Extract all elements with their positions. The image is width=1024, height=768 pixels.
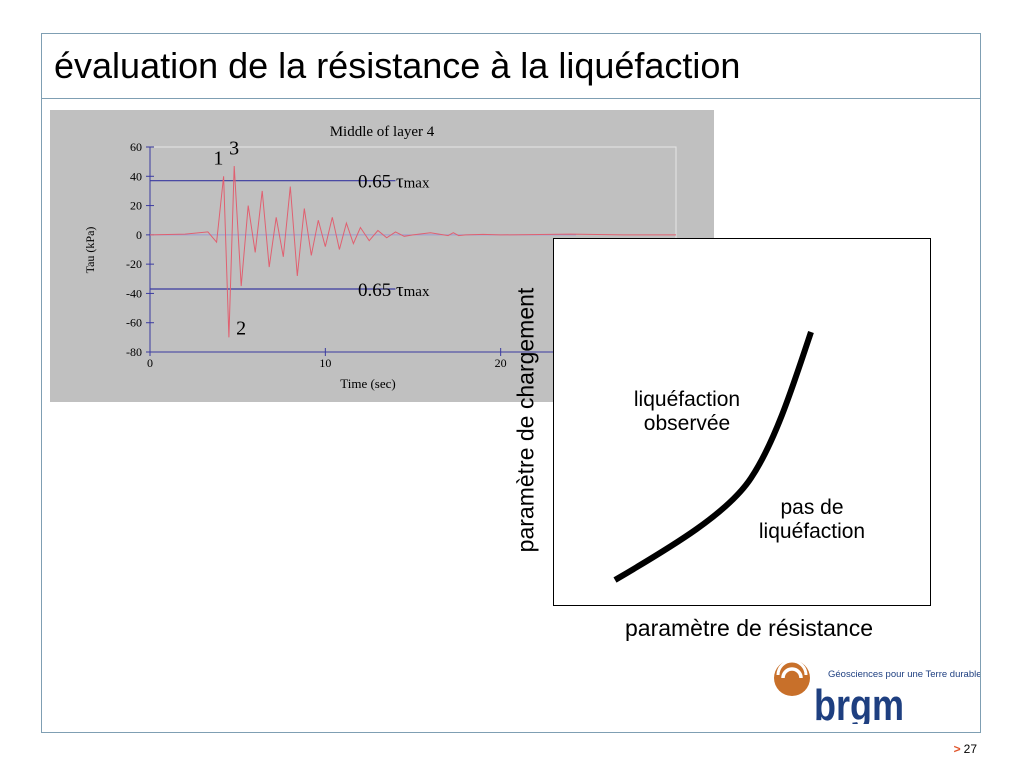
y-tick-label: -40	[126, 286, 142, 300]
y-tick-label: -80	[126, 345, 142, 359]
y-tick-label: 0	[136, 228, 142, 242]
region-no-liquefaction-line2: liquéfaction	[758, 520, 866, 543]
diagram-y-axis-label-text: paramètre de chargement	[512, 287, 539, 553]
y-tick-label: -60	[126, 316, 142, 330]
seismic-layer: Middle of layer 4 60 40 20 0 -20 -40 -60 -80 0 10 2…	[83, 124, 676, 391]
logo-arc-outer	[776, 659, 808, 676]
slide-frame	[41, 33, 981, 733]
x-tick-label: 10	[319, 356, 331, 370]
liquefaction-diagram	[553, 238, 931, 606]
page-marker: >	[953, 742, 961, 756]
region-no-liquefaction-line1: pas de	[780, 496, 844, 519]
peak-annotation: 1	[213, 148, 223, 170]
y-axis-title: Tau (kPa)	[83, 227, 97, 274]
brgm-logo: brgm Géosciences pour une Terre durable	[774, 659, 980, 724]
y-tick-label: 20	[130, 199, 142, 213]
y-tick-label: -20	[126, 257, 142, 271]
logo-wordmark: brgm	[814, 681, 904, 724]
slide-title: évaluation de la résistance à la liquéfa…	[54, 45, 741, 86]
x-tick-label: 20	[495, 356, 507, 370]
peak-annotation: 2	[236, 317, 246, 339]
title-divider	[41, 98, 981, 99]
chart-title: Middle of layer 4	[330, 124, 435, 140]
reference-line-label: 0.65 τmax	[358, 280, 430, 301]
logo-disc-icon	[774, 660, 810, 696]
liquefaction-boundary-curve	[613, 331, 814, 583]
region-no-liquefaction: pas de liquéfaction	[759, 496, 865, 544]
x-axis-title: Time (sec)	[340, 376, 396, 391]
region-liquefaction-line1: liquéfaction	[633, 388, 741, 411]
page-number: >27	[954, 742, 977, 756]
y-tick-label: 60	[130, 140, 142, 154]
seismic-trace	[149, 165, 676, 338]
reference-line-label: 0.65 τmax	[358, 172, 430, 193]
logo-tagline: Géosciences pour une Terre durable	[828, 669, 980, 680]
region-liquefaction-line2: observée	[643, 412, 731, 435]
y-tick-label: 40	[130, 169, 142, 183]
diagram-curve-layer	[613, 331, 814, 583]
diagram-x-axis-label: paramètre de résistance	[624, 615, 874, 641]
page-number-value: 27	[963, 742, 977, 756]
x-tick-label: 0	[147, 356, 153, 370]
region-liquefaction: liquéfaction observée	[634, 388, 740, 436]
peak-annotation: 3	[229, 137, 239, 159]
logo-arc-inner	[781, 667, 803, 679]
